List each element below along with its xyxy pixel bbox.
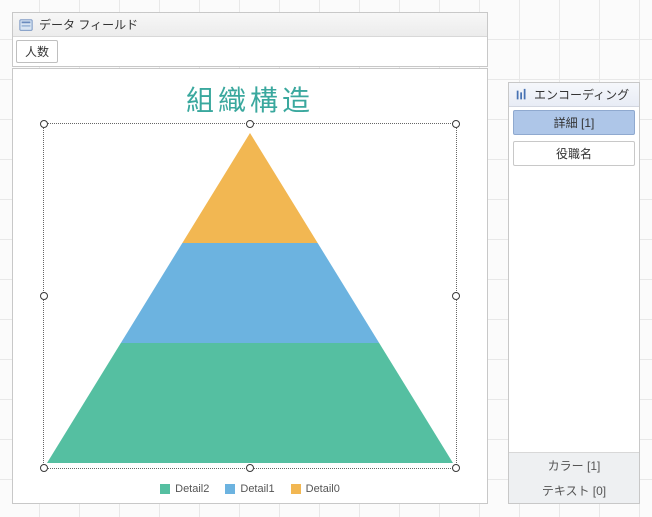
encoding-panel: エンコーディング 詳細 [1] 役職名 カラー [1] テキスト [0] (508, 82, 640, 504)
legend-item-detail1[interactable]: Detail1 (225, 483, 274, 495)
fields-panel-body: 人数 (13, 37, 487, 66)
pyramid-seg-detail0 (182, 133, 317, 243)
resize-handle-bottom-center[interactable] (246, 464, 254, 472)
chart-panel: 組織構造 Detail2 Detail1 Detail0 (12, 68, 488, 504)
pyramid-chart[interactable] (47, 133, 453, 463)
chart-title: 組織構造 (27, 79, 473, 119)
resize-handle-top-left[interactable] (40, 120, 48, 128)
encoding-item-detail[interactable]: 詳細 [1] (513, 110, 635, 135)
resize-handle-bottom-right[interactable] (452, 464, 460, 472)
resize-handle-top-center[interactable] (246, 120, 254, 128)
fields-panel-header: データ フィールド (13, 13, 487, 37)
legend-item-detail0[interactable]: Detail0 (291, 483, 340, 495)
pyramid-seg-detail2 (47, 343, 453, 463)
fields-icon (19, 18, 33, 32)
fields-panel-title: データ フィールド (39, 16, 138, 33)
legend-label-detail0: Detail0 (306, 483, 340, 495)
resize-handle-bottom-left[interactable] (40, 464, 48, 472)
legend-label-detail2: Detail2 (175, 483, 209, 495)
legend-swatch-detail1 (225, 484, 235, 494)
chart-legend: Detail2 Detail1 Detail0 (13, 483, 487, 495)
field-chip-count[interactable]: 人数 (16, 40, 58, 63)
encoding-footer-text[interactable]: テキスト [0] (509, 478, 639, 503)
encoding-icon (515, 88, 529, 102)
encoding-item-role[interactable]: 役職名 (513, 141, 635, 166)
fields-panel: データ フィールド 人数 (12, 12, 488, 67)
encoding-panel-header: エンコーディング (509, 83, 639, 107)
resize-handle-top-right[interactable] (452, 120, 460, 128)
legend-swatch-detail0 (291, 484, 301, 494)
encoding-panel-footer: カラー [1] テキスト [0] (509, 452, 639, 503)
legend-label-detail1: Detail1 (240, 483, 274, 495)
encoding-panel-title: エンコーディング (534, 86, 629, 103)
pyramid-svg (47, 133, 453, 463)
resize-handle-mid-right[interactable] (452, 292, 460, 300)
encoding-footer-color[interactable]: カラー [1] (509, 453, 639, 478)
legend-swatch-detail2 (160, 484, 170, 494)
legend-item-detail2[interactable]: Detail2 (160, 483, 209, 495)
pyramid-seg-detail1 (121, 243, 379, 343)
encoding-panel-spacer (509, 169, 639, 452)
